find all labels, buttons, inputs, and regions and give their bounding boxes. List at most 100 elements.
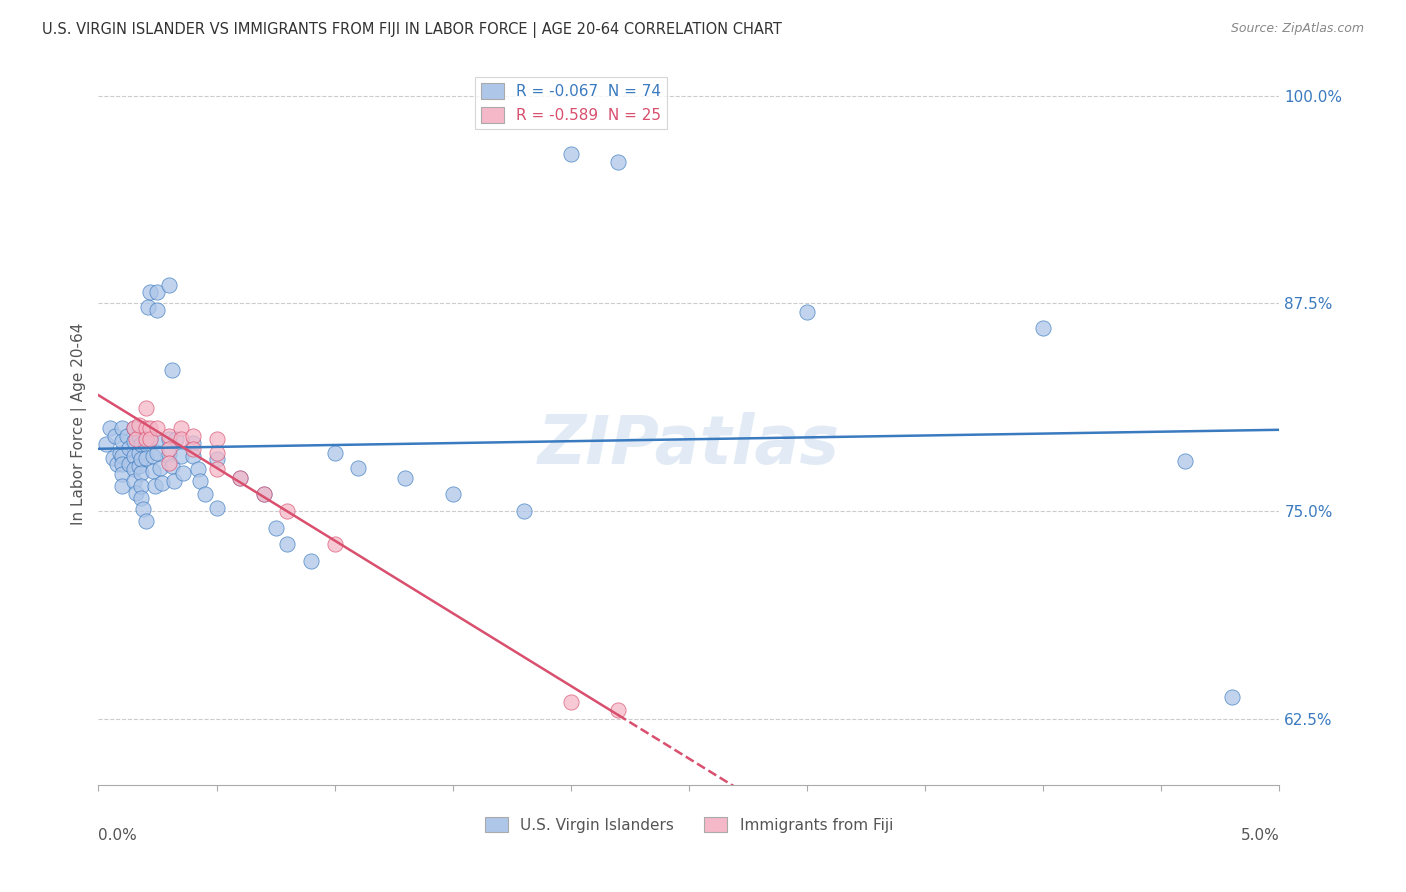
Point	[323, 446, 346, 460]
Point	[111, 467, 134, 482]
Point	[146, 421, 169, 435]
Point	[146, 446, 169, 460]
Point	[143, 479, 166, 493]
Point	[607, 155, 630, 169]
Point	[1220, 690, 1243, 704]
Point	[157, 447, 180, 461]
Point	[94, 437, 117, 451]
Point	[129, 452, 152, 467]
Point	[111, 458, 134, 472]
Point	[118, 441, 141, 455]
Point	[323, 537, 346, 551]
Point	[122, 474, 145, 488]
Point	[170, 433, 193, 447]
Point	[146, 285, 169, 299]
Point	[157, 278, 180, 293]
Point	[146, 302, 169, 317]
Point	[132, 502, 155, 516]
Point	[160, 362, 183, 376]
Point	[172, 466, 194, 480]
Text: ZIPatlas: ZIPatlas	[538, 412, 839, 478]
Legend: U.S. Virgin Islanders, Immigrants from Fiji: U.S. Virgin Islanders, Immigrants from F…	[479, 811, 898, 838]
Point	[1032, 321, 1054, 335]
Point	[205, 500, 228, 515]
Point	[111, 434, 134, 449]
Point	[104, 429, 127, 443]
Point	[170, 421, 193, 435]
Point	[188, 474, 211, 488]
Point	[441, 487, 464, 501]
Point	[129, 479, 152, 493]
Point	[347, 460, 370, 475]
Point	[129, 437, 152, 451]
Point	[135, 421, 157, 435]
Point	[122, 462, 145, 476]
Point	[135, 450, 157, 465]
Point	[122, 421, 145, 435]
Point	[157, 456, 180, 470]
Point	[122, 434, 145, 449]
Point	[111, 421, 134, 435]
Point	[205, 452, 228, 467]
Point	[607, 703, 630, 717]
Point	[157, 429, 180, 443]
Point	[181, 449, 204, 463]
Point	[142, 449, 165, 463]
Point	[139, 433, 162, 447]
Point	[135, 437, 157, 451]
Point	[181, 442, 204, 457]
Point	[229, 471, 252, 485]
Point	[194, 487, 217, 501]
Point	[115, 429, 138, 443]
Point	[108, 446, 131, 460]
Point	[394, 471, 416, 485]
Point	[560, 146, 582, 161]
Point	[129, 491, 152, 505]
Text: 0.0%: 0.0%	[98, 829, 138, 843]
Text: 5.0%: 5.0%	[1240, 829, 1279, 843]
Point	[205, 462, 228, 476]
Point	[122, 421, 145, 435]
Point	[128, 446, 150, 460]
Point	[170, 449, 193, 463]
Point	[139, 285, 162, 299]
Point	[150, 475, 173, 490]
Point	[165, 433, 187, 447]
Text: Source: ZipAtlas.com: Source: ZipAtlas.com	[1230, 22, 1364, 36]
Point	[149, 460, 172, 475]
Point	[125, 433, 148, 447]
Point	[229, 471, 252, 485]
Point	[128, 458, 150, 473]
Point	[157, 442, 180, 457]
Point	[157, 433, 180, 447]
Point	[139, 433, 162, 447]
Point	[205, 446, 228, 460]
Point	[160, 458, 183, 473]
Point	[135, 401, 157, 415]
Point	[187, 462, 209, 476]
Point	[142, 464, 165, 478]
Point	[135, 433, 157, 447]
Text: U.S. VIRGIN ISLANDER VS IMMIGRANTS FROM FIJI IN LABOR FORCE | AGE 20-64 CORRELAT: U.S. VIRGIN ISLANDER VS IMMIGRANTS FROM …	[42, 22, 782, 38]
Point	[101, 450, 124, 465]
Point	[135, 514, 157, 528]
Point	[1174, 454, 1197, 468]
Point	[111, 449, 134, 463]
Point	[253, 487, 276, 501]
Point	[136, 300, 159, 314]
Point	[512, 504, 534, 518]
Point	[253, 487, 276, 501]
Point	[128, 429, 150, 443]
Point	[111, 479, 134, 493]
Point	[181, 435, 204, 450]
Point	[276, 537, 298, 551]
Point	[205, 433, 228, 447]
Point	[118, 458, 141, 472]
Point	[125, 485, 148, 500]
Point	[98, 421, 121, 435]
Point	[146, 433, 169, 447]
Point	[796, 304, 818, 318]
Point	[181, 429, 204, 443]
Point	[129, 466, 152, 480]
Point	[122, 449, 145, 463]
